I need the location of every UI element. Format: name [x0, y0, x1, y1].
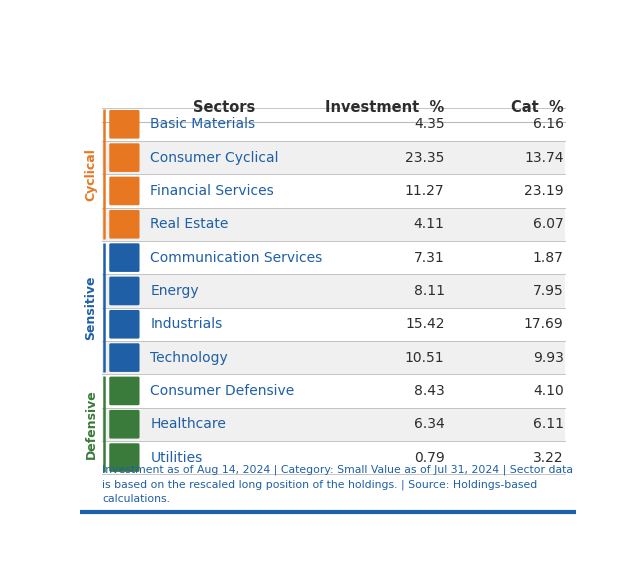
Bar — [102, 374, 565, 408]
Text: 6.11: 6.11 — [532, 417, 564, 431]
Bar — [102, 441, 565, 474]
FancyBboxPatch shape — [109, 177, 140, 205]
Text: Cat  %: Cat % — [511, 101, 564, 115]
Text: 13.74: 13.74 — [524, 150, 564, 164]
Text: Healthcare: Healthcare — [150, 417, 227, 431]
FancyBboxPatch shape — [109, 443, 140, 472]
Text: Utilities: Utilities — [150, 451, 203, 465]
Text: 7.95: 7.95 — [533, 284, 564, 298]
Text: Energy: Energy — [150, 284, 199, 298]
FancyBboxPatch shape — [109, 376, 140, 406]
Text: 0.79: 0.79 — [414, 451, 445, 465]
FancyBboxPatch shape — [109, 277, 140, 305]
Text: 6.16: 6.16 — [532, 117, 564, 131]
Bar — [102, 274, 565, 307]
Text: Communication Services: Communication Services — [150, 250, 323, 264]
Bar — [102, 207, 565, 241]
Bar — [102, 107, 565, 141]
FancyBboxPatch shape — [109, 343, 140, 372]
Text: Investment as of Aug 14, 2024 | Category: Small Value as of Jul 31, 2024 | Secto: Investment as of Aug 14, 2024 | Category… — [102, 464, 573, 504]
Text: Basic Materials: Basic Materials — [150, 117, 255, 131]
Text: 17.69: 17.69 — [524, 317, 564, 331]
Text: 11.27: 11.27 — [405, 184, 445, 198]
FancyBboxPatch shape — [109, 210, 140, 239]
Text: 3.22: 3.22 — [533, 451, 564, 465]
Text: 4.11: 4.11 — [413, 217, 445, 231]
Text: 10.51: 10.51 — [405, 350, 445, 365]
Bar — [102, 341, 565, 374]
FancyBboxPatch shape — [109, 410, 140, 439]
Text: 6.34: 6.34 — [414, 417, 445, 431]
Text: 23.19: 23.19 — [524, 184, 564, 198]
Text: 7.31: 7.31 — [414, 250, 445, 264]
Text: 8.11: 8.11 — [413, 284, 445, 298]
Bar — [102, 241, 565, 274]
Bar — [102, 307, 565, 341]
FancyBboxPatch shape — [109, 110, 140, 139]
Text: Real Estate: Real Estate — [150, 217, 229, 231]
Text: Technology: Technology — [150, 350, 228, 365]
Text: 15.42: 15.42 — [405, 317, 445, 331]
FancyBboxPatch shape — [109, 243, 140, 272]
Text: Financial Services: Financial Services — [150, 184, 274, 198]
FancyBboxPatch shape — [109, 310, 140, 339]
Text: Consumer Cyclical: Consumer Cyclical — [150, 150, 279, 164]
Bar — [102, 174, 565, 207]
Text: Cyclical: Cyclical — [84, 148, 97, 200]
Text: Defensive: Defensive — [84, 389, 97, 459]
Text: Investment  %: Investment % — [325, 101, 445, 115]
Text: 4.10: 4.10 — [533, 384, 564, 398]
Text: 4.35: 4.35 — [414, 117, 445, 131]
FancyBboxPatch shape — [109, 144, 140, 172]
Text: Industrials: Industrials — [150, 317, 223, 331]
Text: 1.87: 1.87 — [532, 250, 564, 264]
Text: 6.07: 6.07 — [533, 217, 564, 231]
Text: 9.93: 9.93 — [532, 350, 564, 365]
Bar — [102, 141, 565, 174]
Text: Sectors: Sectors — [193, 101, 255, 115]
Text: 23.35: 23.35 — [405, 150, 445, 164]
Text: Sensitive: Sensitive — [84, 275, 97, 340]
Text: 8.43: 8.43 — [414, 384, 445, 398]
Text: Consumer Defensive: Consumer Defensive — [150, 384, 294, 398]
Bar — [102, 408, 565, 441]
